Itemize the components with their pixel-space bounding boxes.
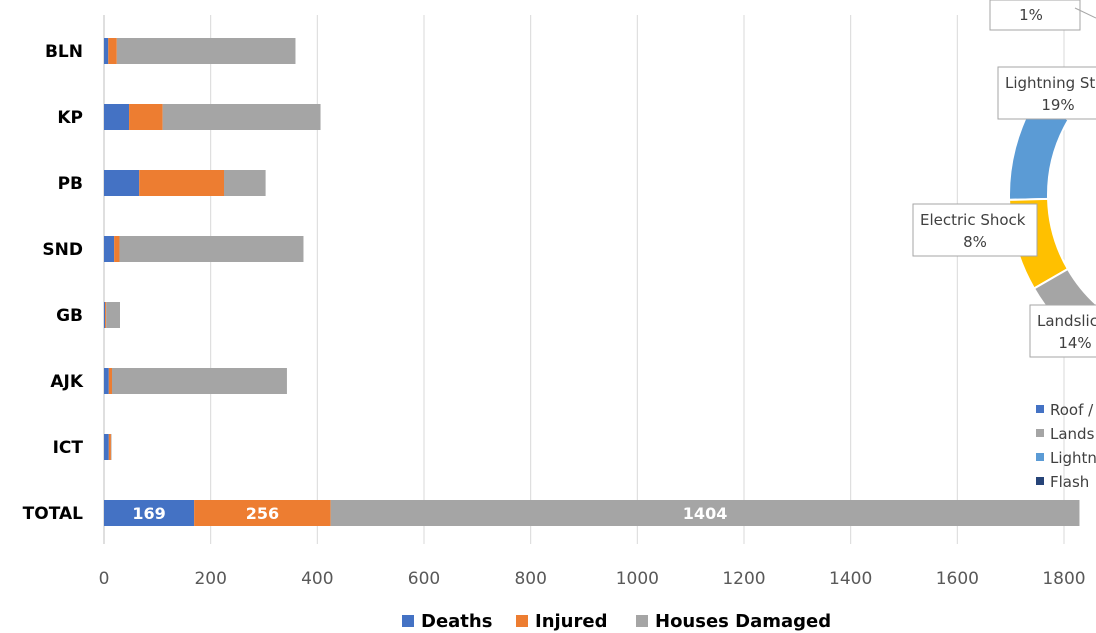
doughnut-slice-label: Landslic [1037,312,1096,330]
bar-ict-houses-damaged [110,434,112,460]
legend-label-deaths: Deaths [421,611,492,632]
doughnut-legend-label: Flash [1050,473,1089,491]
doughnut-legend-swatch [1036,405,1044,413]
doughnut-legend-swatch [1036,477,1044,485]
bar-total-injured [194,500,331,526]
doughnut-chart: 1% Lightning St 19% Electric Shock 8% Landsli… [912,0,1096,358]
bar-snd-deaths [104,236,115,262]
x-tick-label: 1000 [616,569,659,589]
bar-ajk-deaths [104,368,109,394]
x-tick-label: 400 [301,569,333,589]
bar-gb-injured [105,302,107,328]
x-tick-label: 1200 [722,569,765,589]
bar-bln-deaths [104,38,109,64]
doughnut-slice-percent: 19% [1041,96,1074,114]
category-label: GB [56,306,83,326]
doughnut-legend-label: Roof / [1050,401,1094,419]
x-tick-label: 1600 [936,569,979,589]
doughnut-legend-label: Lightn [1050,449,1096,467]
bar-ict-injured [108,434,111,460]
bar-gb-houses-damaged [106,302,120,328]
doughnut-legend-label: Lands [1050,425,1095,443]
bar-pb-houses-damaged [224,170,266,196]
bar-gb-deaths [104,302,106,328]
bar-kp-deaths [104,104,130,130]
bar-bln-houses-damaged [116,38,296,64]
data-labels: 169 256 1404 [132,504,727,523]
x-tick-labels: 0 200 400 600 800 1000 1200 1400 1600 1800 [99,569,1086,589]
doughnut-callout-box [997,66,1096,120]
doughnut-slice-percent: 14% [1058,334,1091,352]
x-tick-label: 1800 [1042,569,1085,589]
doughnut-slice-percent: 8% [963,233,987,251]
category-label: PB [58,174,83,194]
legend-swatch-houses-damaged [636,615,648,627]
data-label: 169 [132,504,165,523]
bar-pb-deaths [104,170,140,196]
bar-ajk-injured [108,368,112,394]
legend: Deaths Injured Houses Damaged [402,611,831,632]
legend-swatch-injured [516,615,528,627]
bar-bln-injured [108,38,117,64]
doughnut-slice-label: Lightning St [1005,74,1095,92]
legend-label-injured: Injured [535,611,607,632]
bar-snd-injured [114,236,120,262]
bar-pb-injured [139,170,224,196]
doughnut-slice-label: Electric Shock [920,211,1026,229]
doughnut-callout-box [989,0,1081,31]
bar-snd-houses-damaged [119,236,304,262]
bar-series [104,38,1080,526]
category-label: KP [57,108,83,128]
category-label: BLN [45,42,83,62]
bar-kp-houses-damaged [162,104,321,130]
doughnut-legend-swatch [1036,453,1044,461]
x-tick-label: 200 [194,569,226,589]
doughnut-legend: Roof / Lands Lightn Flash [1036,401,1096,491]
x-tick-label: 0 [99,569,110,589]
data-label: 256 [246,504,279,523]
bar-ajk-houses-damaged [112,368,287,394]
doughnut-legend-swatch [1036,429,1044,437]
x-tick-label: 1400 [829,569,872,589]
category-label: AJK [50,372,83,392]
category-labels: BLN KP PB SND GB AJK ICT TOTAL [23,42,84,524]
category-label: SND [42,240,83,260]
bar-total-deaths [104,500,195,526]
x-tick-label: 800 [514,569,546,589]
x-gridlines [103,15,1065,544]
category-label: ICT [53,438,84,458]
x-tick-label: 600 [408,569,440,589]
bar-ict-deaths [104,434,109,460]
doughnut-leader-line [1074,7,1096,19]
legend-swatch-deaths [402,615,414,627]
data-label: 1404 [683,504,728,523]
doughnut-slice-percent: 1% [1019,6,1043,24]
legend-label-houses-damaged: Houses Damaged [655,611,831,632]
bar-total-houses-damaged [330,500,1080,526]
category-label: TOTAL [23,504,83,524]
bar-kp-injured [129,104,163,130]
doughnut-callout-box [912,203,1038,257]
doughnut-callout-box [1029,304,1096,358]
